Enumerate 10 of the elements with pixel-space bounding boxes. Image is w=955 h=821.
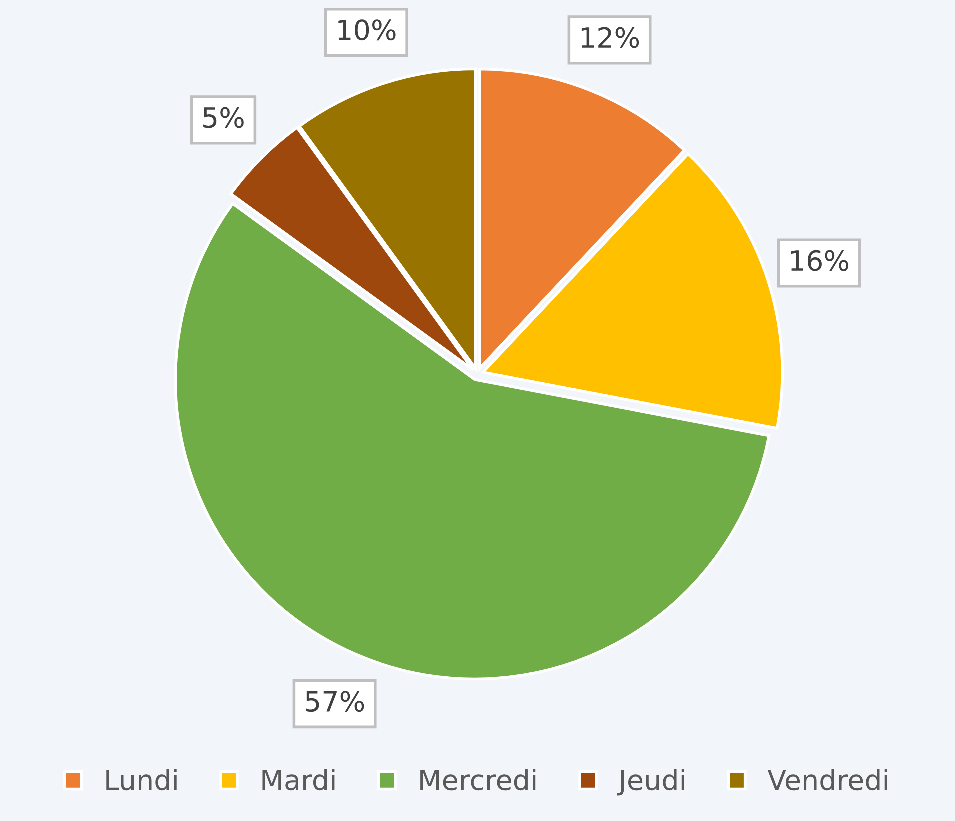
data-label: 10% bbox=[338, 20, 396, 41]
data-label: 16% bbox=[791, 250, 849, 272]
legend-label: Jeudi bbox=[617, 769, 684, 796]
legend-label: Lundi bbox=[106, 769, 177, 791]
data-label: 5% bbox=[204, 107, 244, 128]
data-label: 12% bbox=[582, 27, 640, 48]
legend-label: Mercredi bbox=[420, 769, 536, 791]
legend-label: Vendredi bbox=[768, 769, 888, 791]
legend-label: Mardi bbox=[262, 769, 335, 791]
data-label: 57% bbox=[306, 691, 364, 712]
